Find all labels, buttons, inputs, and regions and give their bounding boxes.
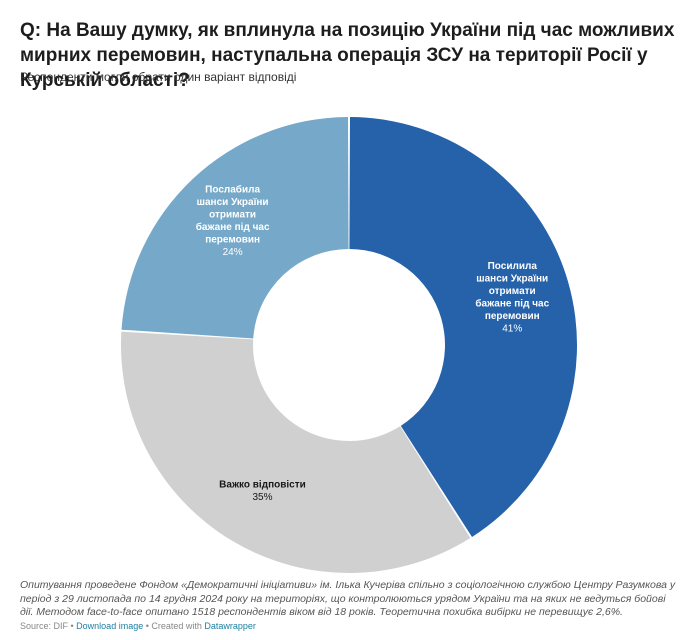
chart-title: Q: На Вашу думку, як вплинула на позицію… bbox=[20, 20, 675, 91]
download-image-link[interactable]: Download image bbox=[76, 621, 144, 631]
datawrapper-link[interactable]: Datawrapper bbox=[204, 621, 256, 631]
donut-slice-0 bbox=[349, 117, 577, 537]
slice-category-label: шанси України bbox=[476, 273, 548, 284]
slice-category-label: Важко відповісти bbox=[219, 480, 306, 491]
slice-category-label: бажане під час bbox=[196, 221, 270, 233]
slice-value-label: 41% bbox=[502, 323, 522, 334]
footer-created-with: • Created with bbox=[143, 621, 205, 631]
slice-category-label: шанси України bbox=[197, 197, 269, 208]
chart-footer: Source: DIF • Download image • Created w… bbox=[20, 621, 256, 631]
slice-category-label: перемовин bbox=[485, 311, 540, 322]
chart-subtitle: Респонденти могли обрати один варіант ві… bbox=[20, 70, 297, 84]
slice-category-label: отримати bbox=[489, 286, 536, 297]
footer-separator: • bbox=[68, 621, 77, 631]
slice-category-label: бажане під час bbox=[475, 297, 549, 309]
slice-value-label: 24% bbox=[223, 247, 243, 258]
donut-slice-2 bbox=[121, 117, 349, 339]
slice-value-label: 35% bbox=[252, 492, 272, 503]
slice-category-label: отримати bbox=[209, 209, 256, 220]
chart-notes: Опитування проведене Фондом «Демократичн… bbox=[20, 579, 676, 618]
source-text: Source: DIF bbox=[20, 621, 69, 631]
slice-category-label: перемовин bbox=[205, 234, 260, 245]
slice-category-label: Послабила bbox=[205, 183, 260, 195]
donut-slice-1 bbox=[121, 331, 471, 573]
slice-category-label: Посилила bbox=[488, 261, 538, 272]
